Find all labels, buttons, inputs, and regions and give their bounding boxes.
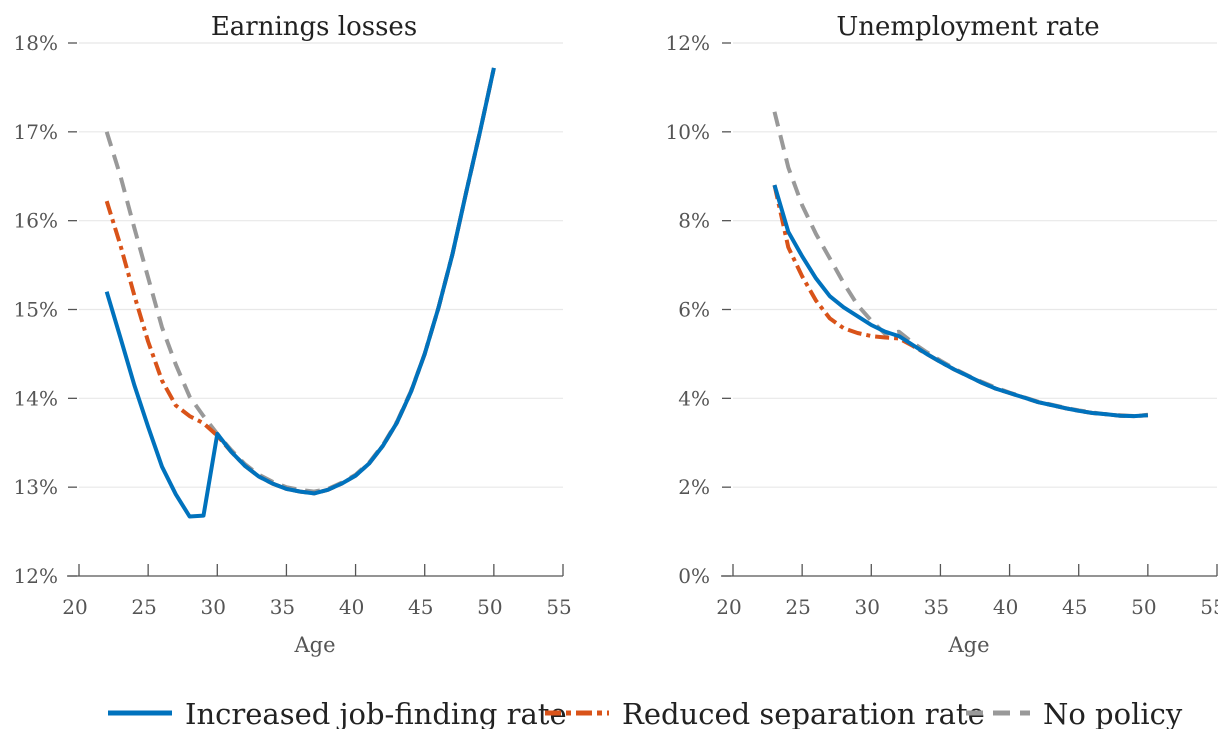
- x-tick-label: 50: [1131, 595, 1156, 619]
- legend: Increased job-finding rate Reduced separa…: [108, 697, 1183, 729]
- y-tick-label: 13%: [14, 475, 58, 499]
- y-tick-label: 8%: [678, 209, 710, 233]
- legend-label: Increased job-finding rate: [185, 697, 567, 729]
- x-tick-label: 35: [924, 595, 949, 619]
- series-line-no-policy: [772, 111, 1149, 419]
- y-tick-label: 12%: [666, 31, 710, 55]
- chart-title: Unemployment rate: [836, 12, 1099, 42]
- y-tick-label: 15%: [14, 298, 58, 322]
- x-tick-label: 20: [716, 595, 741, 619]
- x-tick-label: 55: [546, 595, 571, 619]
- series-line-increased-job-finding-rate: [104, 67, 496, 519]
- x-tick-label: 20: [62, 595, 87, 619]
- panel-1: 12% 13% 14% 15% 16% 17% 18% 20 25 30 35 40 45 50 55 Ear…: [14, 12, 572, 657]
- y-tick-label: 16%: [14, 209, 58, 233]
- y-tick-label: 17%: [14, 120, 58, 144]
- y-tick-label: 12%: [14, 564, 58, 588]
- y-tick-label: 0%: [678, 564, 710, 588]
- x-tick-label: 50: [477, 595, 502, 619]
- chart-title: Earnings losses: [211, 12, 417, 42]
- x-tick-label: 40: [993, 595, 1018, 619]
- series-line-no-policy: [104, 67, 496, 494]
- y-tick-label: 4%: [678, 386, 710, 410]
- y-tick-label: 14%: [14, 386, 58, 410]
- x-tick-label: 25: [785, 595, 810, 619]
- x-tick-label: 45: [408, 595, 433, 619]
- y-tick-label: 2%: [678, 475, 710, 499]
- x-tick-label: 35: [270, 595, 295, 619]
- x-tick-label: 40: [339, 595, 364, 619]
- series-line-reduced-separation-rate: [772, 184, 1149, 419]
- y-tick-label: 18%: [14, 31, 58, 55]
- x-tick-label: 30: [201, 595, 226, 619]
- x-tick-label: 45: [1062, 595, 1087, 619]
- series-line-increased-job-finding-rate: [772, 184, 1149, 419]
- x-axis-label: Age: [947, 633, 989, 657]
- legend-label: Reduced separation rate: [622, 697, 985, 729]
- x-tick-label: 25: [131, 595, 156, 619]
- y-tick-label: 10%: [666, 120, 710, 144]
- x-tick-label: 55: [1200, 595, 1218, 619]
- legend-label: No policy: [1043, 697, 1183, 729]
- y-tick-label: 6%: [678, 298, 710, 322]
- x-tick-label: 30: [855, 595, 880, 619]
- panel-2: 0% 2% 4% 6% 8% 10% 12% 20 25 30 35 40 45 50 55 Unemploy…: [666, 12, 1218, 657]
- x-axis-label: Age: [293, 633, 335, 657]
